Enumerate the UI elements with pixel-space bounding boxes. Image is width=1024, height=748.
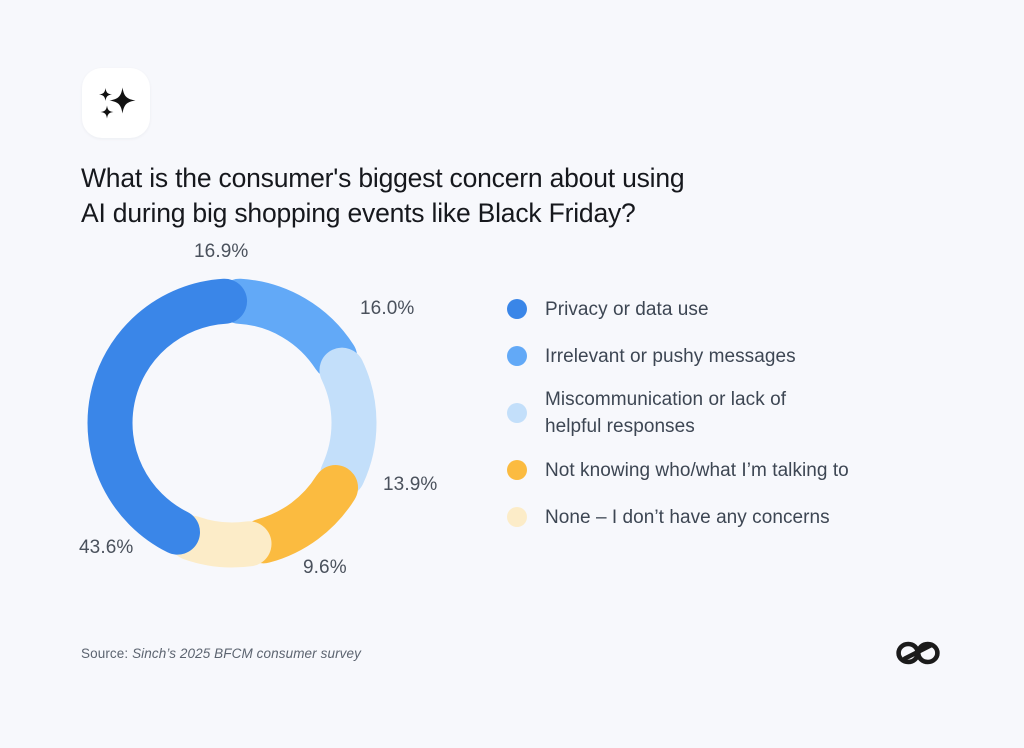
legend-swatch-icon [507,346,527,366]
donut-slice[interactable] [241,465,359,564]
slice-label-irrelevant: 16.9% [194,241,249,262]
slice-label-none: 9.6% [303,557,347,578]
slice-label-miscommunication: 16.0% [360,298,415,319]
legend-label-line-1: Miscommunication or lack of [545,389,787,410]
chart-legend: Privacy or data use Irrelevant or pushy … [507,292,927,547]
donut-slice[interactable] [87,278,248,555]
slice-label-not-knowing: 13.9% [383,474,438,495]
legend-label-line-1: Irrelevant or pushy messages [545,345,796,367]
legend-label-line-1: Privacy or data use [545,298,709,320]
legend-item-privacy[interactable]: Privacy or data use [507,292,927,326]
donut-slice[interactable] [216,278,358,380]
legend-item-label: Privacy or data use [545,296,709,323]
legend-label-line-1: None – I don’t have any concerns [545,506,830,528]
source-note: Source: Sinch’s 2025 BFCM consumer surve… [81,646,361,661]
legend-item-label: Irrelevant or pushy messages [545,343,796,370]
donut-slice[interactable] [319,347,377,497]
legend-item-label: Not knowing who/what I’m talking to [545,457,849,484]
sinch-logo [890,633,946,673]
legend-swatch-icon [507,460,527,480]
legend-label-line-2: helpful responses [545,416,695,437]
donut-slice[interactable] [168,515,272,568]
legend-swatch-icon [507,299,527,319]
donut-chart [60,250,420,600]
page-title: What is the consumer's biggest concern a… [81,161,841,231]
legend-swatch-icon [507,403,527,423]
source-prefix: Source: [81,646,133,661]
page-title-line-2: AI during big shopping events like Black… [81,197,636,228]
legend-item-miscommunication[interactable]: Miscommunication or lack of helpful resp… [507,386,927,440]
legend-item-not-knowing[interactable]: Not knowing who/what I’m talking to [507,453,927,487]
legend-item-irrelevant[interactable]: Irrelevant or pushy messages [507,339,927,373]
slice-label-privacy: 43.6% [79,537,134,558]
page-title-line-1: What is the consumer's biggest concern a… [81,162,685,193]
legend-label-line-1: Not knowing who/what I’m talking to [545,459,849,481]
sparkles-badge [82,68,150,138]
source-text: Sinch’s 2025 BFCM consumer survey [132,646,361,661]
legend-item-label: Miscommunication or lack of helpful resp… [545,386,786,440]
legend-swatch-icon [507,507,527,527]
legend-item-none[interactable]: None – I don’t have any concerns [507,500,927,534]
legend-item-label: None – I don’t have any concerns [545,504,830,531]
